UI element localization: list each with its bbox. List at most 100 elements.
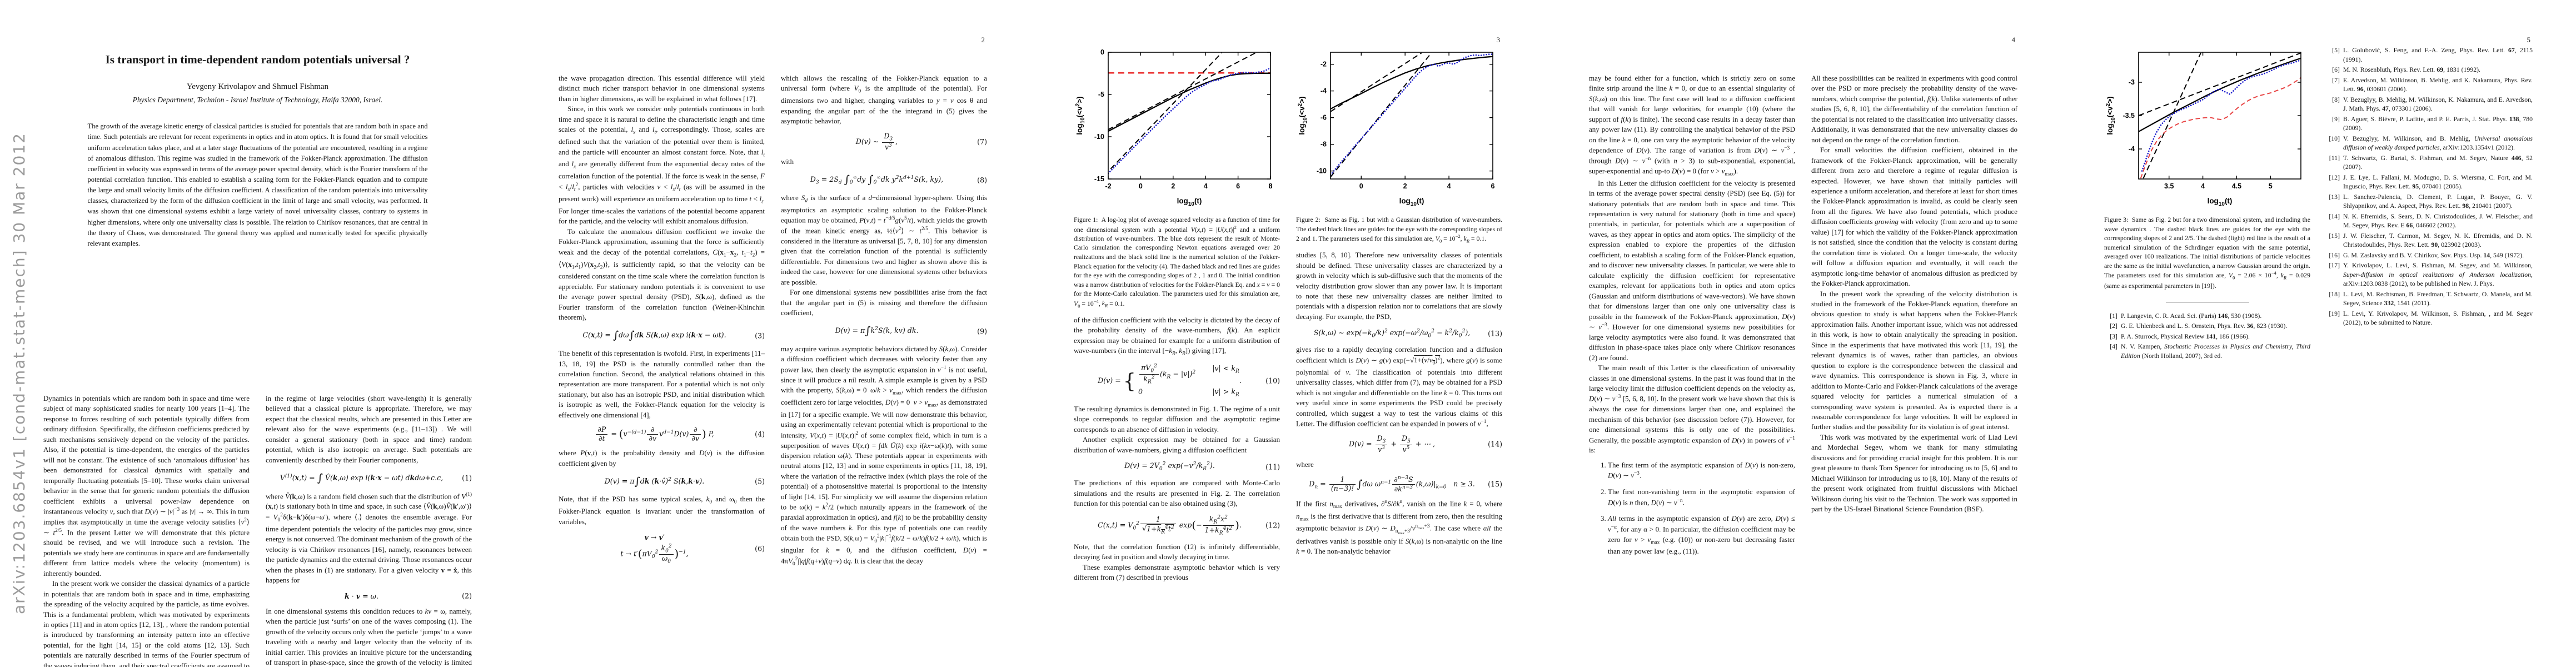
reference-text: B. Aguer, S. Biévre, P. Lafitte, and P. … (2343, 115, 2533, 132)
equation-body: k · v = ω. (345, 591, 378, 600)
equation: D(v) = π∫k2S(k, kv) dk. (9) (781, 324, 987, 339)
reference-label: [19] (2329, 309, 2340, 317)
paragraph: Dynamics in potentials which are random … (43, 394, 250, 578)
reference-item: [6] M. N. Rosenbluth, Phys. Rev. Lett. 69… (2326, 65, 2533, 74)
reference-text: L. Golubović, S. Feng, and F.-A. Zeng, P… (2343, 46, 2533, 63)
equation-number: (6) (755, 544, 765, 553)
equation-body: S(k,ω) ∼ exp(−k0/k)2 exp(−ω2/ω02 − k2/k0… (1313, 328, 1471, 339)
reference-label: [12] (2329, 173, 2340, 181)
plot-frame (1330, 52, 1493, 180)
paragraph: In this Letter the diffusion coefficient… (1589, 178, 1795, 362)
equation: ∂P ∂t = (v−(d−1) ∂ ∂v vd−1D(v) ∂ ∂v) P, (4) (559, 425, 765, 442)
paragraph: may acquire various asymptotic behaviors… (781, 344, 988, 567)
paragraph: in the regime of large velocities (short… (266, 394, 472, 464)
y-tick-label: -10 (1094, 133, 1104, 141)
x-tick-label: 2 (1403, 182, 1407, 190)
reference-label: [16] (2329, 251, 2340, 259)
reference-item: [7] E. Arvedson, M. Wilkinson, B. Mehlig,… (2326, 76, 2533, 94)
equation-body: C(x,t) = ∫dω∫dk S(k,ω) exp i(k·x − ωt). (582, 328, 726, 342)
equation-body: ∂P ∂t = (v−(d−1) ∂ ∂v vd−1D(v) ∂ ∂v) P, (595, 425, 714, 442)
series-slope-1-guide (1331, 52, 1422, 112)
equation-number: (12) (1265, 521, 1280, 530)
reference-item: [15] J. W. Fleischer, T. Carmon, M. Segev… (2326, 231, 2533, 250)
fig1-figure: -2 0 2 4 6 8 0 -5 -10 -15 log10(t) log10(<v2>) (1074, 46, 1280, 211)
reference-text: J. W. Fleischer, T. Carmon, M. Segev, N.… (2343, 231, 2533, 249)
equation-number: (10) (1265, 376, 1280, 385)
series-monte-carlo (1108, 67, 1270, 175)
series-slope-2-guide (2142, 52, 2201, 179)
reference-text: P. Langevin, C. R. Acad. Sci. (Paris) 14… (2121, 311, 2262, 320)
page-4: 4 may be found either for a function, wh… (1546, 0, 2061, 667)
paragraph: In the present work we consider the clas… (43, 579, 250, 667)
equation-number: (8) (977, 176, 987, 185)
y-tick-label: -15 (1094, 175, 1104, 183)
series-fokker-planck-solution (1331, 56, 1493, 110)
reference-text: G. E. Uhlenbeck and L. S. Ornstein, Phys… (2121, 322, 2288, 330)
reference-label: [17] (2329, 261, 2340, 270)
fig1-plot: -2 0 2 4 6 8 0 -5 -10 -15 log10(t) log10(<v2>) (1075, 48, 1273, 207)
reference-item: [2] G. E. Uhlenbeck and L. S. Ornstein, P… (2104, 321, 2310, 331)
equation: D(v) = D3 v3 + D5 v5 + ⋯ , (14) (1296, 434, 1502, 454)
list-item: All terms in the asymptotic expansion of… (1608, 514, 1795, 557)
page-5-columns: 3.5 4 4.5 5 -3 -3.5 -4 log10(t) log10(<v2>) Figur… (2104, 46, 2533, 361)
reference-item: [10] V. Bezuglyy, M. Wilkinson, and B. Me… (2326, 134, 2533, 152)
page-1-columns: Dynamics in potentials which are random … (43, 394, 472, 667)
reference-label: [15] (2329, 231, 2340, 240)
paragraph: gives rise to a rapidly decaying correla… (1296, 345, 1502, 428)
equation-body: D(v) = π∫k2S(k, kv) dk. (835, 324, 919, 337)
fig2-figure: 0 2 4 6 -2 -4 -6 -8 -10 log10(t) log10(<v2>) (1296, 46, 1502, 211)
equation-body: D(v) = π∫dk (k·v̂)2 S(k,k·v). (604, 475, 705, 488)
paragraph: with (781, 157, 794, 166)
equation: k · v = ω. (2) (266, 591, 472, 601)
reference-text: V. Bezuglyy, B. Mehlig, M. Wilkinson, K.… (2343, 95, 2533, 113)
equation-number: (1) (462, 474, 472, 482)
series-slope-2-guide (1331, 52, 1432, 178)
column-right: [5] L. Golubović, S. Feng, and F.-A. Zeng… (2326, 46, 2533, 361)
paragraph: The benefit of this representation is tw… (559, 349, 765, 419)
y-tick-label: -4 (2129, 145, 2135, 153)
paragraph: The main result of this Letter is the cl… (1589, 364, 1795, 455)
reference-label: [18] (2329, 290, 2340, 298)
paragraph: All these possibilities can be realized … (1811, 74, 2017, 144)
page-number: 4 (2011, 36, 2016, 44)
column-left: may be found either for a function, whic… (1589, 73, 1795, 563)
x-tick-label: 2 (1171, 182, 1175, 190)
reference-label: [1] (2110, 311, 2117, 320)
x-tick-label: 5 (2269, 182, 2273, 190)
paragraph: If the first nmax derivatives, ∂nS/∂kn, … (1296, 499, 1502, 556)
equation-body: D(v) = D3 v3 + D5 v5 + ⋯ , (1348, 434, 1436, 454)
reference-label: [14] (2329, 212, 2340, 220)
page-number: 3 (1496, 36, 1501, 44)
equation: D3 = 2Sd ∫0∞dy ∫0∞dk y2kd+1S(k, ky), (8) (781, 173, 987, 187)
paragraph: where P(v,t) is the probability density … (559, 449, 765, 467)
plot-frame (2138, 52, 2301, 180)
figure-caption: Figure 2: Same as Fig. 1 but with a Gaus… (1296, 216, 1502, 244)
reference-text: N. V. Kampen, Stochastic Processes in Ph… (2121, 342, 2310, 360)
equation: C(x,t) = ∫dω∫dk S(k,ω) exp i(k·x − ωt). (… (559, 328, 765, 343)
equation-number: (7) (977, 137, 987, 146)
axis-label: log10(t) (1177, 197, 1202, 207)
paper-title: Is transport in time-dependent random po… (105, 53, 410, 66)
reference-text: N. K. Efremidis, S. Sears, D. N. Christo… (2343, 212, 2533, 230)
reference-label: [4] (2110, 342, 2117, 351)
reference-list: [1] P. Langevin, C. R. Acad. Sci. (Paris)… (2104, 311, 2310, 361)
equation: D(v) = 2V02 exp(−v2/kR2). (11) (1074, 461, 1280, 472)
plot-frame (1108, 52, 1271, 180)
equation: D(v) = {πV02 kR2 (kR − |v|)2 |v| < kR 0 |v| >… (1074, 364, 1280, 399)
reference-label: [13] (2329, 192, 2340, 201)
reference-label: [9] (2332, 115, 2340, 123)
reference-text: V. Bezuglyy, M. Wilkinson, and B. Mehlig… (2343, 134, 2533, 152)
fig3-figure: 3.5 4 4.5 5 -3 -3.5 -4 log10(t) log10(<v2>) (2104, 46, 2310, 211)
series-fokker-planck-solution (1108, 72, 1270, 132)
reference-item: [12] J. E. Lye, L. Fallani, M. Modugno, D… (2326, 173, 2533, 191)
column-left: the wave propagation direction. This ess… (559, 73, 765, 570)
equation: V(1)(x,t) = ∫ V̂(k,ω) exp i(k·x − ωt) dk… (266, 471, 472, 485)
x-tick-label: 0 (1359, 182, 1363, 190)
reference-item: [14] N. K. Efremidis, S. Sears, D. N. Chr… (2326, 212, 2533, 230)
series-monte-carlo (2141, 59, 2301, 172)
numbered-list: The first term of the asymptotic expansi… (1589, 460, 1795, 557)
page-5: 5 3.5 4 4.5 5 -3 -3.5 -4 log10(t) log10(<v2>) Fig… (2061, 0, 2576, 667)
equation-body: D(v) = {πV02 kR2 (kR − |v|)2 |v| < kR 0 |v| >… (1098, 363, 1242, 398)
y-tick-label: 0 (1100, 48, 1104, 56)
paragraph: where V̂(k,ω) is a random field chosen s… (266, 491, 472, 585)
